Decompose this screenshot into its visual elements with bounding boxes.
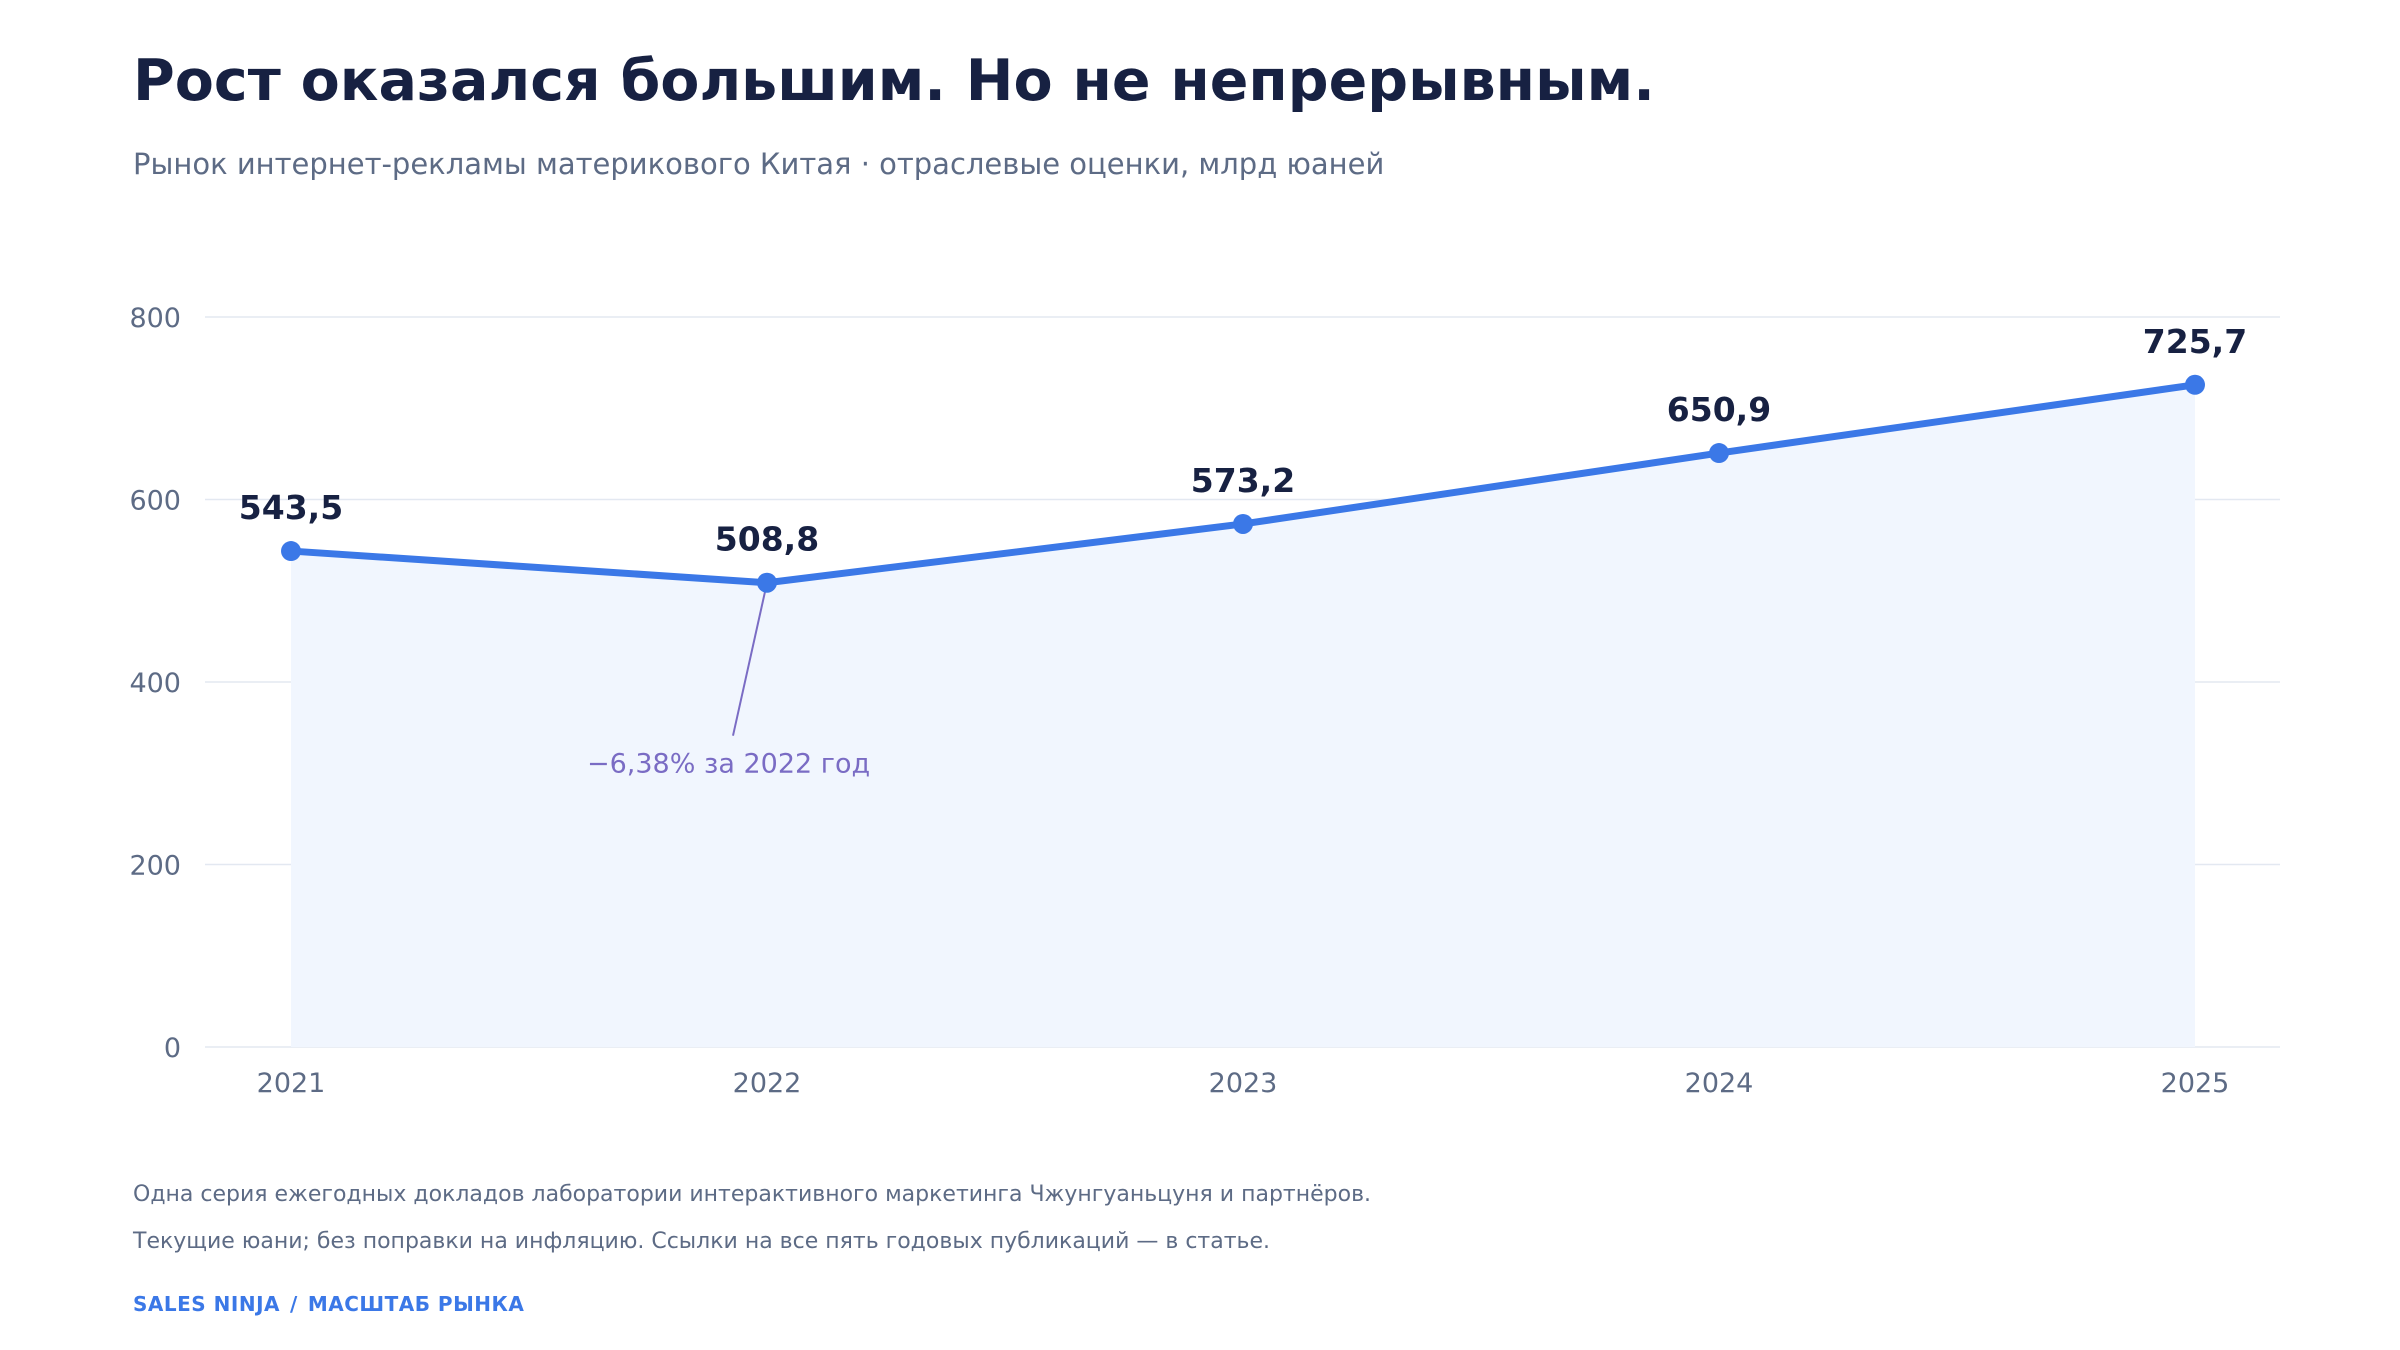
data-labels: 543,5 508,8 573,2 650,9 725,7 [239,322,2247,559]
x-tick-label: 2023 [1209,1068,1278,1099]
y-tick-label: 200 [129,851,181,882]
brand-separator: / [290,1292,298,1316]
data-label: 573,2 [1191,461,1295,500]
x-tick-label: 2024 [1685,1068,1754,1099]
y-tick-label: 800 [129,303,181,334]
annotation-group: −6,38% за 2022 год [587,582,870,780]
footnote-method: Текущие юани; без поправки на инфляцию. … [133,1229,1271,1254]
brand-section: МАСШТАБ РЫНКА [307,1292,525,1316]
x-tick-label: 2025 [2161,1068,2230,1099]
y-tick-label: 400 [129,668,181,699]
y-tick-label: 0 [164,1033,181,1064]
annotation-text: −6,38% за 2022 год [587,749,870,780]
brand-name: SALES NINJA [133,1292,280,1316]
brand-line: SALES NINJA / МАСШТАБ РЫНКА [133,1292,524,1316]
x-tick-label: 2022 [733,1068,802,1099]
data-label: 725,7 [2143,322,2247,361]
y-axis-ticks: 0 200 400 600 800 [129,303,181,1064]
y-tick-label: 600 [129,486,181,517]
data-points [281,374,2205,593]
area-fill [291,384,2195,1048]
footnote-source: Одна серия ежегодных докладов лаборатори… [133,1182,1372,1207]
x-axis-ticks: 2021 2022 2023 2024 2025 [257,1068,2230,1099]
data-label: 508,8 [715,520,819,559]
x-tick-label: 2021 [257,1068,326,1099]
data-label: 650,9 [1667,390,1771,429]
data-point [2185,374,2205,395]
annotation-leader-line [732,582,768,736]
data-point [1709,443,1729,464]
page-title: Рост оказался большим. Но не непрерывным… [133,48,1655,114]
data-point [281,541,301,562]
data-label: 543,5 [239,488,343,527]
page-subtitle: Рынок интернет-рекламы материкового Кита… [133,147,1385,181]
data-point [1233,513,1253,534]
area-fill-group [291,384,2195,1048]
data-point [757,572,777,593]
